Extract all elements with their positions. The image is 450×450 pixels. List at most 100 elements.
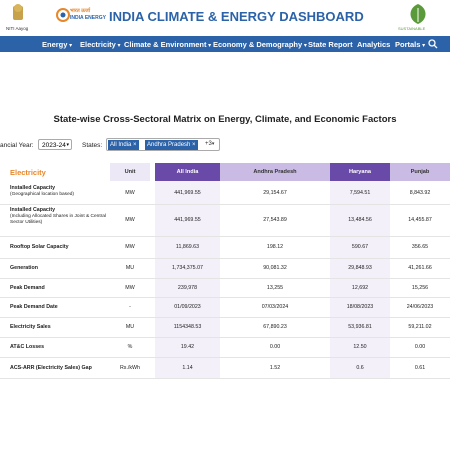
year-select[interactable]: 2023-24 ▾ [38,139,72,150]
nav-item[interactable]: Portals [395,40,425,49]
row-separator [0,258,450,259]
cell-value: 8,843.92 [409,190,431,196]
row-label: ACS-ARR (Electricity Sales) Gap [10,364,92,371]
cell-value: 15,256 [411,284,429,291]
cell-value: 0.00 [414,344,426,350]
nav-bar: Energy ElectricityClimate & EnvironmentEc… [0,36,450,52]
state-chip[interactable]: All India [108,140,139,150]
column-header: Punjab [390,163,450,181]
column-shade [330,181,390,378]
row-label: Electricity Sales [10,324,51,330]
cell-value: 1.52 [269,364,281,371]
cell-value: 14,455.87 [408,217,432,223]
more-states[interactable]: +3▾ [205,141,215,147]
cell-value: 590.67 [351,244,369,250]
cell-value: 07/03/2024 [261,304,289,310]
energy-logo-text: INDIA ENERGY [70,15,106,21]
dashboard-title: INDIA CLIMATE & ENERGY DASHBOARD [109,9,364,24]
cell-value: 12,692 [351,284,369,291]
cell-value: 29,848.93 [348,265,372,271]
row-label: Peak Demand [10,284,45,291]
row-separator [0,278,450,279]
states-select[interactable] [106,138,220,151]
column-header: Andhra Pradesh [220,163,330,181]
row-label: Peak Demand Date [10,304,58,310]
row-label: Generation [10,265,38,271]
section-title: Electricity [10,167,46,177]
row-unit: - [129,304,131,310]
cell-value: 53,936.81 [348,324,372,330]
year-label: ancial Year: [0,142,34,149]
energy-logo [56,6,78,24]
search-icon[interactable] [428,39,438,49]
row-unit: MW [125,284,135,291]
cell-value: 27,543.89 [263,217,287,223]
column-header: All India [155,163,220,181]
row-sublabel: (Geographical location based) [10,192,74,197]
cell-value: 356.65 [411,244,429,250]
niti-emblem [8,2,28,24]
row-unit: MW [125,190,135,196]
nav-item[interactable]: State Report [308,40,353,49]
matrix-title: State-wise Cross-Sectoral Matrix on Ener… [53,114,397,125]
cell-value: 1.14 [182,364,193,371]
cell-value: 441,969.55 [174,190,201,196]
right-logo-text: SUSTAINABLE [398,26,426,31]
row-label: AT&C Losses [10,344,45,350]
cell-value: 67,890.23 [263,324,287,330]
cell-value: 441,969.55 [174,217,201,223]
cell-value: 239,978 [177,284,198,291]
cell-value: 0.61 [414,364,426,371]
row-label: Installed Capacity [10,207,56,213]
energy-logo-hindi: भारत ऊर्जा [70,8,91,14]
row-unit: MW [125,244,135,250]
nav-item[interactable]: Analytics [357,40,391,49]
cell-value: 0.6 [356,364,364,371]
cell-value: 24/06/2023 [406,304,434,310]
row-separator [0,357,450,358]
row-separator [0,337,450,338]
cell-value: 29,154.67 [263,190,287,196]
column-header: Haryana [330,163,390,181]
row-separator [0,297,450,298]
niti-label: NITI Aayog [6,26,29,31]
column-shade [155,181,220,378]
row-label: Rooftop Solar Capacity [10,244,69,250]
year-value: 2023-24 [42,142,66,149]
cell-value: 59,211.02 [408,324,432,330]
cell-value: 1154348.53 [173,324,202,330]
nav-item[interactable]: Climate & Environment [124,40,211,49]
nav-item[interactable]: Energy [42,40,72,49]
column-header: Unit [110,163,150,181]
cell-value: 19.42 [180,344,195,350]
nav-item[interactable]: Economy & Demography [213,40,307,49]
state-chip[interactable]: Andhra Pradesh [145,140,198,150]
cell-value: 18/08/2023 [346,304,374,310]
cell-value: 41,261.66 [408,265,432,271]
cell-value: 13,255 [266,284,284,291]
row-unit: MW [125,217,135,223]
more-count: +3 [205,141,212,147]
nav-item[interactable]: Electricity [80,40,121,49]
cell-value: 7,594.51 [349,190,371,196]
cell-value: 0.00 [269,344,281,350]
row-separator [0,236,450,237]
states-label: States: [82,142,103,149]
cell-value: 01/09/2023 [174,304,201,310]
row-separator [0,204,450,205]
row-separator [0,317,450,318]
row-unit: MU [125,324,135,330]
row-unit: Rs./kWh [119,364,140,371]
right-logo [400,2,436,26]
cell-value: 90,081.32 [263,265,287,271]
cell-value: 1,734,375.07 [172,265,203,271]
row-unit: % [127,344,133,350]
row-separator [0,378,450,379]
cell-value: 11,869.63 [175,244,200,250]
cell-value: 13,484.56 [348,217,372,223]
cell-value: 198.12 [266,244,284,250]
row-sublabel: (Including Allocated Shares in Joint & C… [10,214,106,225]
row-label: Installed Capacity [10,185,56,191]
cell-value: 12.50 [353,344,367,350]
